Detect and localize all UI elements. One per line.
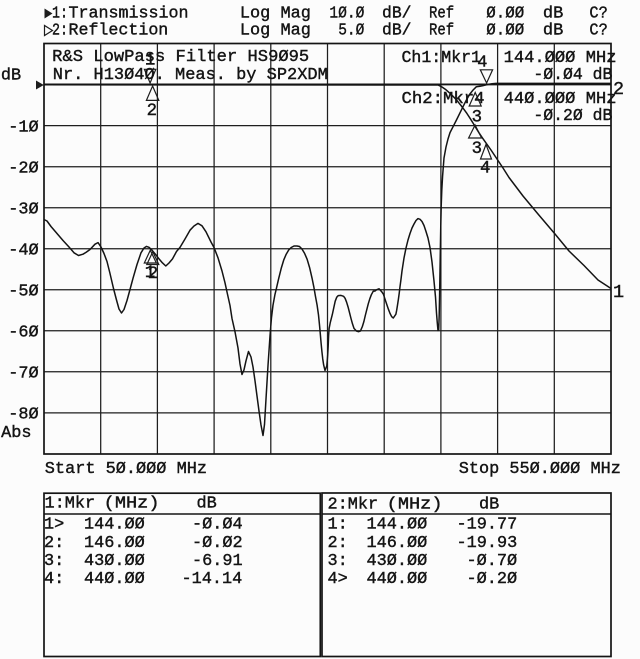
svg-text:Reflection: Reflection [69, 22, 169, 41]
svg-text:(MHz): (MHz) [104, 495, 160, 514]
svg-text:-19.93: -19.93 [457, 534, 518, 553]
svg-text:2:: 2: [52, 22, 68, 41]
svg-text:2:Mkr: 2:Mkr [328, 496, 379, 515]
svg-text:Ø.ØØ: Ø.ØØ [486, 5, 524, 24]
svg-text:3: 3 [472, 140, 482, 159]
svg-text:44Ø.ØØØ MHz: 44Ø.ØØØ MHz [504, 90, 617, 109]
svg-text:-14.14: -14.14 [182, 570, 243, 589]
svg-text:C?: C? [589, 22, 607, 41]
svg-text:-7Ø: -7Ø [8, 364, 38, 383]
svg-text:dB/: dB/ [382, 5, 412, 24]
svg-text:1Ø.Ø: 1Ø.Ø [329, 5, 364, 24]
svg-text:-Ø.2Ø dB: -Ø.2Ø dB [533, 107, 612, 126]
svg-text:2:: 2: [328, 534, 348, 553]
svg-text:-Ø.Ø4: -Ø.Ø4 [192, 515, 243, 534]
svg-text:-4Ø: -4Ø [8, 241, 38, 260]
svg-text:144.ØØ: 144.ØØ [84, 515, 145, 534]
svg-text:-1Ø: -1Ø [8, 118, 38, 137]
svg-text:-8Ø: -8Ø [8, 406, 38, 425]
svg-text:-6.91: -6.91 [192, 552, 243, 571]
svg-text:dB/: dB/ [382, 22, 412, 41]
svg-text:Ch1:Mkr1: Ch1:Mkr1 [402, 49, 482, 68]
svg-text:Ch2:Mkr4: Ch2:Mkr4 [402, 90, 485, 109]
svg-text:-19.77: -19.77 [457, 515, 518, 534]
svg-text:1: 1 [145, 264, 155, 283]
svg-text:dB: dB [197, 495, 217, 514]
svg-text:1: 1 [613, 282, 624, 303]
svg-text:1:Mkr: 1:Mkr [45, 495, 96, 514]
svg-text:-3Ø: -3Ø [8, 200, 38, 219]
svg-text:4: 4 [477, 53, 487, 72]
svg-text:Ø.ØØ: Ø.ØØ [486, 22, 524, 41]
svg-text:dB: dB [543, 5, 563, 24]
svg-text:Start 5Ø.ØØØ MHz: Start 5Ø.ØØØ MHz [45, 460, 207, 479]
svg-text:2: 2 [613, 79, 624, 100]
svg-text:146.ØØ: 146.ØØ [367, 534, 428, 553]
svg-text:144.ØØ: 144.ØØ [367, 515, 428, 534]
svg-text:dB: dB [479, 496, 499, 515]
svg-text:2: 2 [147, 102, 157, 121]
svg-text:C?: C? [589, 5, 607, 24]
svg-text:146.ØØ: 146.ØØ [84, 534, 145, 553]
svg-text:43Ø.ØØ: 43Ø.ØØ [84, 552, 145, 571]
svg-text:dB: dB [1, 67, 21, 86]
svg-text:5.Ø: 5.Ø [338, 22, 364, 41]
svg-text:-6Ø: -6Ø [8, 323, 38, 342]
svg-text:4>: 4> [328, 570, 348, 589]
svg-text:Abs: Abs [1, 424, 31, 443]
svg-text:3: 3 [472, 109, 482, 128]
svg-text:1>: 1> [44, 515, 64, 534]
svg-text:-2Ø: -2Ø [8, 159, 38, 178]
svg-text:2:: 2: [44, 534, 64, 553]
svg-text:Ref: Ref [429, 5, 454, 24]
svg-text:Transmission: Transmission [69, 5, 189, 24]
svg-text:1: 1 [145, 52, 155, 71]
svg-text:(MHz): (MHz) [387, 496, 443, 515]
svg-text:Stop 55Ø.ØØØ MHz: Stop 55Ø.ØØØ MHz [459, 460, 621, 479]
svg-text:Log Mag: Log Mag [240, 5, 311, 24]
svg-text:-Ø.7Ø: -Ø.7Ø [467, 552, 518, 571]
svg-text:Nr. H13Ø4Ø. Meas. by SP2XDM: Nr. H13Ø4Ø. Meas. by SP2XDM [53, 66, 328, 85]
svg-text:4: 4 [480, 160, 490, 179]
svg-text:-Ø.Ø2: -Ø.Ø2 [192, 534, 243, 553]
svg-text:3:: 3: [328, 552, 348, 571]
svg-text:R&S LowPass Filter HS9Ø95: R&S LowPass Filter HS9Ø95 [52, 48, 309, 67]
svg-text:-Ø.Ø4 dB: -Ø.Ø4 dB [533, 66, 612, 85]
svg-text:Ref: Ref [429, 22, 454, 41]
svg-text:-5Ø: -5Ø [8, 282, 38, 301]
svg-text:1:: 1: [52, 5, 68, 24]
svg-text:44Ø.ØØ: 44Ø.ØØ [84, 570, 145, 589]
svg-text:Log Mag: Log Mag [240, 22, 311, 41]
svg-text:dB: dB [543, 22, 563, 41]
svg-text:144.ØØØ MHz: 144.ØØØ MHz [504, 49, 617, 68]
svg-text:-Ø.2Ø: -Ø.2Ø [467, 570, 518, 589]
svg-text:43Ø.ØØ: 43Ø.ØØ [367, 552, 428, 571]
svg-text:3:: 3: [44, 552, 64, 571]
svg-text:2: 2 [148, 265, 158, 284]
svg-text:1:: 1: [328, 515, 348, 534]
svg-text:4:: 4: [44, 570, 64, 589]
svg-text:44Ø.ØØ: 44Ø.ØØ [367, 570, 428, 589]
